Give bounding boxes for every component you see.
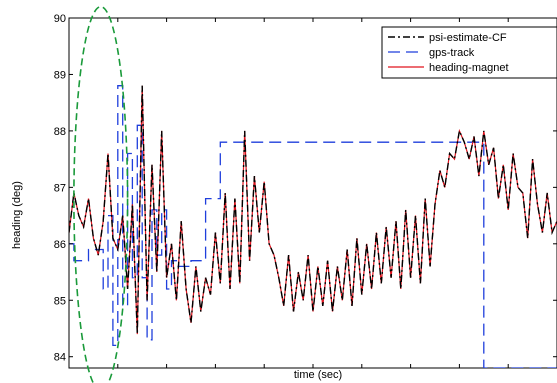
legend-label: heading-magnet: [429, 62, 509, 74]
legend: psi-estimate-CF gps-track heading-magnet: [381, 26, 557, 79]
legend-label: gps-track: [429, 47, 475, 59]
y-tick-label: 84: [54, 352, 66, 364]
x-axis-label: time (sec): [294, 369, 342, 381]
y-tick-label: 88: [54, 126, 66, 138]
series-psi-estimate-CF: [69, 85, 557, 335]
annotation-ellipse-0: [73, 5, 129, 383]
y-tick-label: 89: [54, 69, 66, 81]
legend-label: psi-estimate-CF: [429, 32, 507, 44]
y-axis-label: heading (deg): [11, 181, 23, 249]
y-tick-label: 86: [54, 239, 66, 251]
y-tick-label: 85: [54, 295, 66, 307]
y-tick-label: 90: [54, 13, 66, 25]
y-axis-ticks: 84 85 86 87 88 89 90: [54, 13, 557, 364]
x-axis-ticks: [68, 18, 557, 368]
y-tick-label: 87: [54, 182, 66, 194]
series-gps-track: [69, 85, 557, 368]
